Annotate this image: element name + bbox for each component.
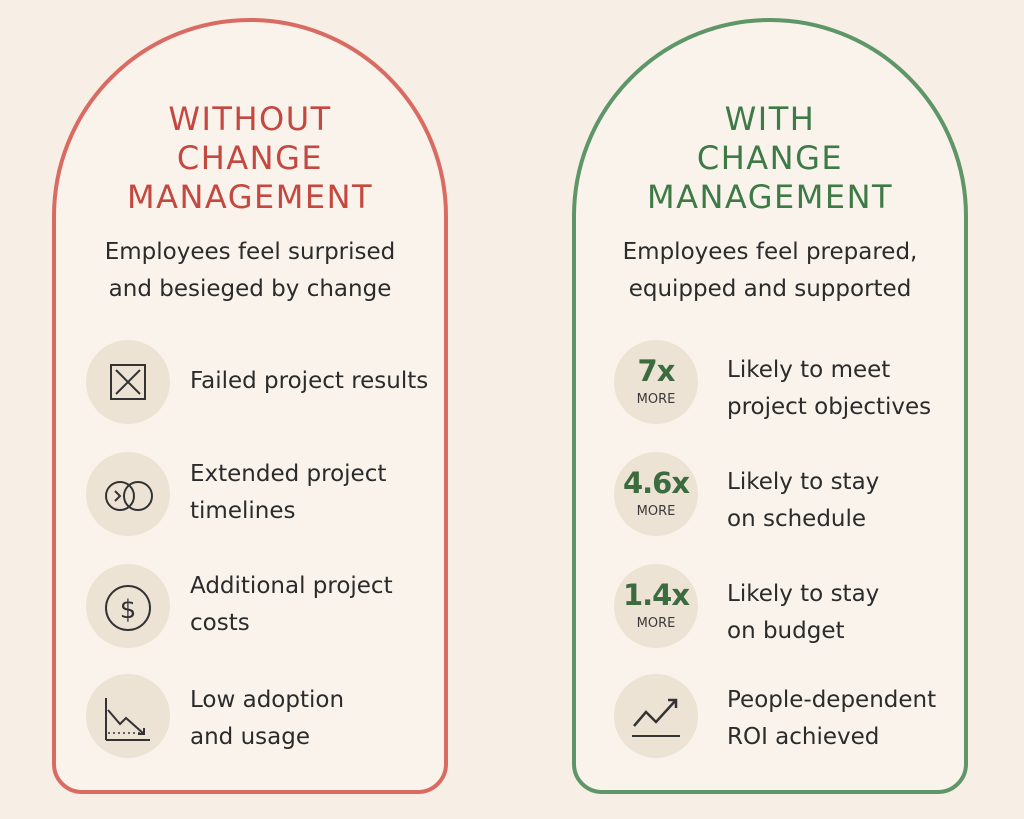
with-item-objectives: 7x MORE Likely to meet project objective… [576,340,964,430]
x-box-icon [86,340,170,424]
svg-text:$: $ [120,595,137,625]
with-item-label: People-dependent ROI achieved [727,687,937,750]
with-item-schedule: 4.6x MORE Likely to stay on schedule [576,452,964,542]
without-item-additional-costs: $ Additional project costs [56,564,444,654]
without-item-label: Failed project results [190,368,429,394]
stat-badge: 1.4x MORE [614,564,698,648]
stat-more-label: MORE [636,504,676,519]
declining-chart-icon [86,674,170,758]
stat-number: 7x [637,354,676,388]
without-item-label: Extended project timelines [190,461,387,524]
without-item-low-adoption: Low adoption and usage [56,674,444,764]
with-change-management-panel: WITH CHANGE MANAGEMENT Employees feel pr… [572,18,968,794]
with-item-label: Likely to meet project objectives [727,357,932,420]
stat-more-label: MORE [636,392,676,407]
without-panel-title: WITHOUT CHANGE MANAGEMENT [126,100,374,216]
rising-chart-icon [614,674,698,758]
dollar-icon: $ [86,564,170,648]
stat-number: 4.6x [622,466,690,500]
without-panel-subtitle: Employees feel surprised and besieged by… [104,239,396,302]
with-panel-title: WITH CHANGE MANAGEMENT [646,100,894,216]
without-item-label: Additional project costs [190,573,393,636]
without-item-label: Low adoption and usage [190,687,345,750]
with-item-budget: 1.4x MORE Likely to stay on budget [576,564,964,654]
without-item-failed-results: Failed project results [56,340,444,430]
with-item-label: Likely to stay on budget [727,581,880,644]
without-change-management-panel: WITHOUT CHANGE MANAGEMENT Employees feel… [52,18,448,794]
with-item-roi: People-dependent ROI achieved [576,674,964,764]
stat-more-label: MORE [636,616,676,631]
stat-badge: 4.6x MORE [614,452,698,536]
with-item-label: Likely to stay on schedule [727,469,880,532]
overlapping-circles-icon [86,452,170,536]
stat-number: 1.4x [622,578,690,612]
with-panel-subtitle: Employees feel prepared, equipped and su… [622,239,918,302]
without-item-extended-timelines: Extended project timelines [56,452,444,542]
stat-badge: 7x MORE [614,340,698,424]
